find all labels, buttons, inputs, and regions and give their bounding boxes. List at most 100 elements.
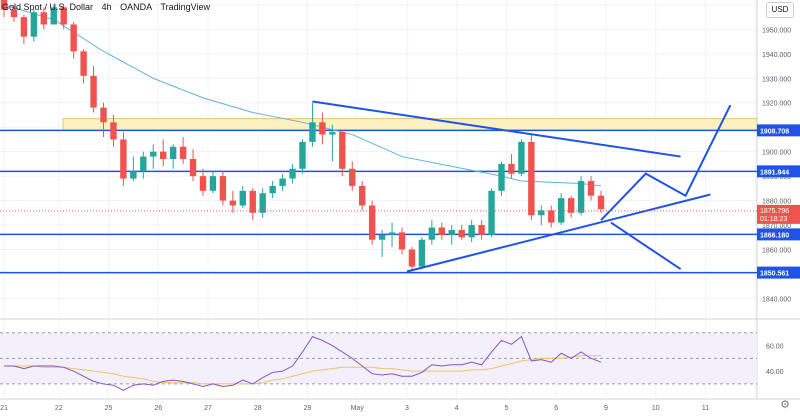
time-tick-label[interactable]: 22 (55, 405, 63, 412)
candle-body (468, 225, 475, 238)
currency-button[interactable]: USD (766, 2, 794, 18)
candle-body (458, 229, 465, 238)
price-tick-label[interactable]: 1930.000 (762, 76, 791, 83)
countdown-label: 01:18:23 (760, 216, 787, 223)
price-tick-label[interactable]: 1940.000 (762, 52, 791, 59)
candle-body (289, 168, 296, 179)
candle-body (219, 176, 227, 201)
time-tick-label[interactable]: 26 (154, 405, 162, 412)
candle-body (160, 151, 167, 159)
candle-body (239, 190, 246, 206)
time-tick-label[interactable]: 5 (505, 405, 509, 412)
current-price-tag (757, 204, 800, 224)
time-tick-label[interactable]: 9 (604, 405, 608, 412)
candle-body (538, 210, 545, 216)
candle-body (10, 9, 18, 18)
candle-body (279, 178, 286, 186)
time-tick-label[interactable]: 27 (204, 405, 212, 412)
price-tick-label[interactable]: 1870.000 (762, 223, 791, 230)
candle-body (189, 159, 197, 177)
bearish-projection (610, 221, 682, 270)
time-tick-label[interactable]: May (351, 405, 365, 412)
candle-body (140, 156, 147, 172)
price-tick-label[interactable]: 1860.000 (762, 248, 791, 255)
candle-body (259, 193, 266, 213)
time-tick-label[interactable]: 4 (455, 405, 459, 412)
candle-body (428, 227, 436, 240)
gear-icon[interactable]: ⚙ (780, 399, 790, 411)
time-tick-label[interactable]: 28 (254, 405, 262, 412)
rsi-pane (0, 332, 757, 391)
price-tick-label[interactable]: 1900.000 (762, 150, 791, 157)
candle-body (269, 185, 276, 194)
bullish-projection (600, 104, 732, 221)
symbol-name[interactable]: Gold Spot / U.S. Dollar (2, 2, 94, 12)
price-tick-label[interactable]: 1840.000 (762, 296, 791, 303)
candle-body (20, 17, 28, 37)
rsi-tick-label[interactable]: 60.00 (766, 344, 784, 351)
price-tick-label[interactable]: 1950.000 (762, 27, 791, 34)
candle-body (80, 51, 87, 76)
resistance-zone (62, 118, 758, 131)
candle-body (169, 146, 177, 159)
time-tick-label[interactable]: 21 (0, 405, 8, 412)
candle-body (418, 239, 426, 267)
candle-body (50, 7, 57, 25)
candle-body (498, 163, 505, 191)
timeframe[interactable]: 4h (101, 2, 112, 12)
price-tick-label[interactable]: 1880.000 (762, 199, 791, 206)
rsi-line (4, 335, 602, 391)
candle-body (249, 190, 256, 213)
level-price-tag (757, 124, 800, 137)
candle-body (478, 225, 485, 235)
time-tick-label[interactable]: 29 (304, 405, 312, 412)
trendlines-layer (312, 100, 732, 273)
time-tick-label[interactable]: 25 (105, 405, 113, 412)
candle-body (339, 132, 346, 169)
candle-body (40, 12, 47, 25)
level-price-tag-label: 1891.944 (760, 169, 789, 176)
candle-body (209, 176, 217, 191)
rsi-ma-line (4, 355, 601, 385)
candle-body (70, 24, 77, 52)
candle-body (488, 190, 495, 235)
candle-body (368, 205, 376, 240)
candle-body (110, 122, 117, 140)
candle-body (398, 232, 406, 250)
price-tick-label[interactable]: 1890.000 (762, 174, 791, 181)
candle-body (130, 171, 137, 179)
candle-body (199, 176, 207, 191)
horizontal-levels-layer (0, 129, 757, 274)
candle-body (90, 75, 97, 108)
time-tick-label[interactable]: 10 (652, 405, 660, 412)
candle-body (548, 210, 555, 223)
level-price-tag (757, 165, 800, 178)
moving-average-line (3, 4, 602, 187)
level-price-tag (757, 228, 800, 241)
time-axis[interactable]: 21 22 25 26 27 28 29 May 3 4 5 6 9 10 11 (0, 405, 709, 412)
level-price-tag (757, 266, 800, 279)
candle-body (30, 12, 38, 37)
price-tags: 1908.708 1891.944 1866.180 1850.561 1875.796… (0, 124, 800, 279)
price-tick-label[interactable]: 1920.000 (762, 101, 791, 108)
rsi-tick-label[interactable]: 40.00 (766, 369, 784, 376)
current-price-label: 1875.796 (760, 208, 789, 215)
candle-body (100, 107, 107, 123)
candle-body (150, 151, 157, 157)
candle-body (319, 122, 326, 135)
lower-trendline (406, 193, 711, 273)
candle-body (438, 227, 445, 235)
time-tick-label[interactable]: 6 (554, 405, 558, 412)
time-tick-label[interactable]: 11 (702, 405, 709, 412)
level-price-tag-label: 1866.180 (760, 232, 789, 239)
candle-body (388, 232, 396, 235)
moving-average-layer (3, 4, 602, 187)
candle-body (577, 181, 585, 213)
upper-trendline (312, 100, 681, 158)
candle-body (359, 185, 366, 206)
time-tick-label[interactable]: 3 (405, 405, 409, 412)
level-price-tag-label: 1908.708 (760, 128, 789, 135)
candle-body (378, 234, 386, 240)
